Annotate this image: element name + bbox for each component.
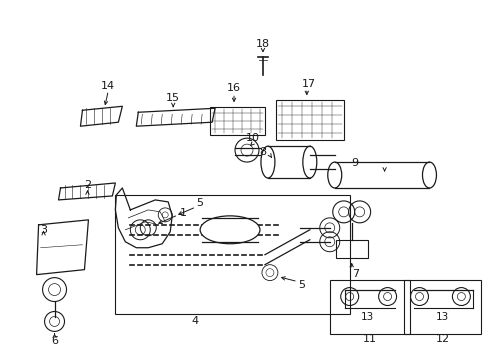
- Text: 18: 18: [255, 39, 269, 49]
- Text: 12: 12: [434, 334, 448, 345]
- Text: 6: 6: [51, 336, 58, 346]
- Text: 1: 1: [179, 208, 186, 218]
- Text: 16: 16: [226, 84, 241, 93]
- Bar: [210, 107, 264, 135]
- Bar: [329, 280, 408, 334]
- Text: 13: 13: [435, 312, 448, 323]
- Ellipse shape: [200, 216, 260, 244]
- Text: 7: 7: [351, 269, 359, 279]
- Text: 17: 17: [301, 79, 315, 89]
- Text: 2: 2: [84, 180, 91, 190]
- Text: 14: 14: [101, 81, 115, 91]
- Text: 13: 13: [360, 312, 373, 323]
- Text: 15: 15: [166, 93, 180, 103]
- Text: 4: 4: [191, 316, 198, 327]
- Bar: [115, 195, 349, 315]
- Bar: [403, 280, 480, 334]
- Text: 8: 8: [259, 147, 266, 157]
- Bar: [275, 100, 343, 140]
- Text: 10: 10: [245, 133, 260, 143]
- Text: 11: 11: [362, 334, 376, 345]
- Bar: [335, 240, 367, 258]
- Text: 5: 5: [196, 198, 203, 208]
- Text: 9: 9: [350, 158, 358, 168]
- Text: 5: 5: [298, 280, 305, 289]
- Text: 3: 3: [40, 225, 47, 235]
